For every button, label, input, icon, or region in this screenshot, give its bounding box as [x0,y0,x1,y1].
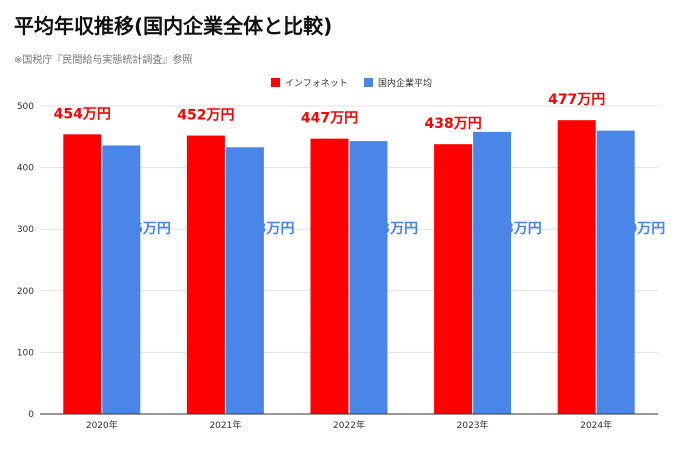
legend-swatch-series-1 [271,78,280,87]
x-tick-label: 2022年 [333,419,365,431]
chart-subtitle: ※国税庁『民間給与実態統計調査』参照 [14,55,193,66]
data-label-series-2: 436万円 [114,221,171,237]
gridlines [40,105,658,353]
legend-label-series-1: インフォネット [285,78,348,89]
x-tick-label: 2024年 [580,419,612,431]
legend-label-series-2: 国内企業平均 [378,77,432,89]
x-tick-label: 2023年 [457,419,489,431]
bar-series-2 [596,130,635,414]
data-label-series-2: 458万円 [484,221,541,237]
data-label-series-1: 477万円 [548,92,605,108]
x-tick-label: 2020年 [86,419,118,431]
bar-series-1 [434,144,473,414]
data-label-series-1: 438万円 [424,116,481,132]
bar-series-1 [186,135,225,414]
data-label-series-1: 452万円 [177,108,234,124]
y-tick-label: 0 [28,410,34,420]
x-axis: 2020年 2021年 2022年 2023年 2024年 [40,413,658,431]
chart-title: 平均年収推移(国内企業全体と比較) [14,14,333,38]
bar-series-2 [473,131,512,414]
data-label-series-1: 454万円 [54,106,111,122]
y-axis: 0 100 200 300 400 500 [17,102,34,420]
legend: インフォネット 国内企業平均 [271,77,432,89]
y-tick-label: 100 [17,348,34,358]
data-label-series-2: 460万円 [608,221,665,237]
bar-series-2 [225,147,264,414]
y-tick-label: 500 [17,102,34,112]
data-label-series-1: 447万円 [301,111,358,127]
bar-series-2 [349,141,388,414]
data-label-series-2: 443万円 [361,221,418,237]
bar-series-1 [310,138,349,414]
bar-series-1 [557,120,596,414]
y-tick-label: 200 [17,287,34,297]
bar-series-1 [63,134,102,414]
legend-swatch-series-2 [364,78,373,87]
bars [63,120,635,414]
y-tick-label: 400 [17,164,34,174]
bar-series-2 [102,145,141,414]
y-tick-label: 300 [17,225,34,235]
data-label-series-2: 433万円 [237,221,294,237]
x-tick-label: 2021年 [209,419,241,431]
data-labels: 454万円 436万円 452万円 433万円 447万円 443万円 438万円 458万円… [54,92,666,237]
